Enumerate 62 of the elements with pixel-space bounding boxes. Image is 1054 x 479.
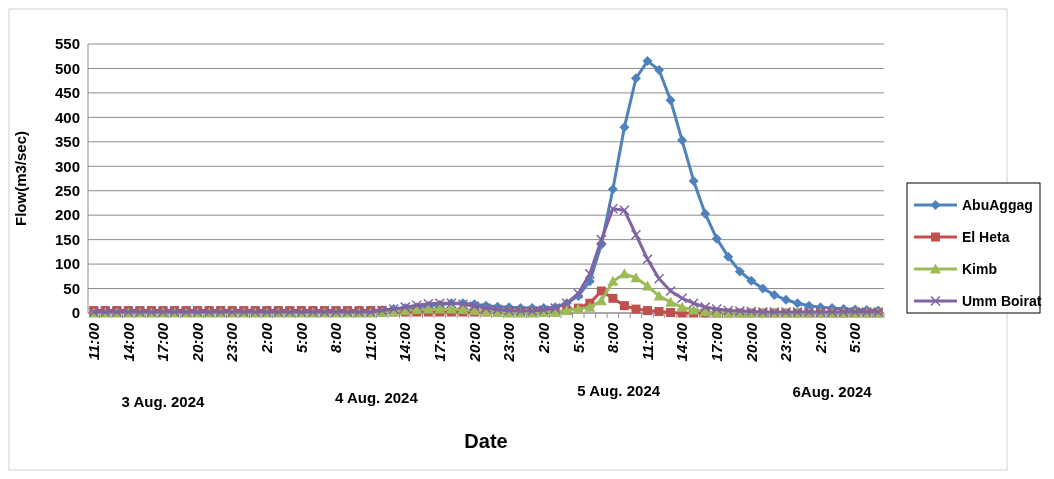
point: [769, 289, 780, 300]
legend-label: AbuAggag: [962, 196, 1033, 213]
legend-label: El Heta: [962, 228, 1010, 245]
y-tick-label: 350: [54, 133, 80, 151]
y-tick-label: 450: [54, 84, 80, 102]
legend-label: Kimb: [962, 260, 997, 277]
y-tick-label: 200: [54, 206, 80, 224]
point: [642, 56, 653, 67]
point: [700, 208, 711, 219]
point: [665, 95, 676, 106]
x-tick-label: 14:00: [673, 322, 691, 362]
x-axis-title: Date: [464, 430, 508, 452]
point: [734, 266, 745, 277]
x-tick-label: 20:00: [742, 322, 760, 363]
point: [654, 64, 665, 75]
text: 4 Aug. 2024: [334, 389, 419, 406]
x-tick-label: 20:00: [188, 322, 206, 363]
legend-label: Umm Boirat: [962, 292, 1042, 309]
point: [723, 251, 734, 262]
point: [677, 135, 688, 146]
x-tick-label: 23:00: [223, 322, 241, 363]
text: 5 Aug. 2024: [577, 382, 661, 399]
x-tick-label: 20:00: [465, 322, 483, 363]
point: [630, 73, 641, 84]
x-tick-label: 11:00: [361, 322, 379, 361]
x-tick-label: 23:00: [500, 322, 518, 363]
x-tick-label: 11:00: [85, 322, 103, 361]
y-tick-label: 250: [54, 181, 80, 199]
x-tick-label: 2:00: [534, 322, 552, 355]
y-tick-label: 500: [54, 59, 80, 77]
x-tick-label: 8:00: [604, 322, 622, 354]
y-tick-label: 550: [54, 35, 80, 53]
point: [688, 175, 699, 186]
x-tick-label: 17:00: [707, 322, 725, 362]
y-tick-label: 400: [54, 108, 80, 126]
y-tick-label: 50: [63, 279, 80, 297]
x-tick-label: 23:00: [777, 322, 795, 363]
x-tick-label: 17:00: [154, 322, 172, 362]
y-tick-label: 300: [54, 157, 80, 175]
x-tick-label: 2:00: [811, 322, 829, 355]
point: [780, 294, 791, 305]
point: [711, 233, 722, 244]
y-axis-title: Flow(m3/sec): [12, 130, 29, 227]
x-tick-label: 5:00: [292, 322, 310, 354]
point: [619, 122, 630, 133]
point: [746, 275, 757, 286]
x-tick-label: 5:00: [569, 322, 587, 354]
x-tick-label: 2:00: [258, 322, 276, 355]
point: [792, 298, 803, 309]
y-tick-label: 100: [54, 255, 80, 273]
text: 6Aug. 2024: [792, 383, 873, 400]
x-tick-label: 17:00: [431, 322, 449, 362]
point: [607, 184, 618, 195]
x-tick-label: 14:00: [396, 322, 414, 362]
x-tick-label: 11:00: [638, 322, 656, 361]
x-tick-label: 8:00: [327, 322, 345, 354]
x-tick-label: 14:00: [119, 322, 137, 362]
y-tick-label: 150: [54, 230, 80, 248]
text: 3 Aug. 2024: [121, 393, 206, 410]
y-tick-label: 0: [71, 304, 80, 322]
x-tick-label: 5:00: [846, 322, 864, 354]
point: [757, 283, 768, 294]
